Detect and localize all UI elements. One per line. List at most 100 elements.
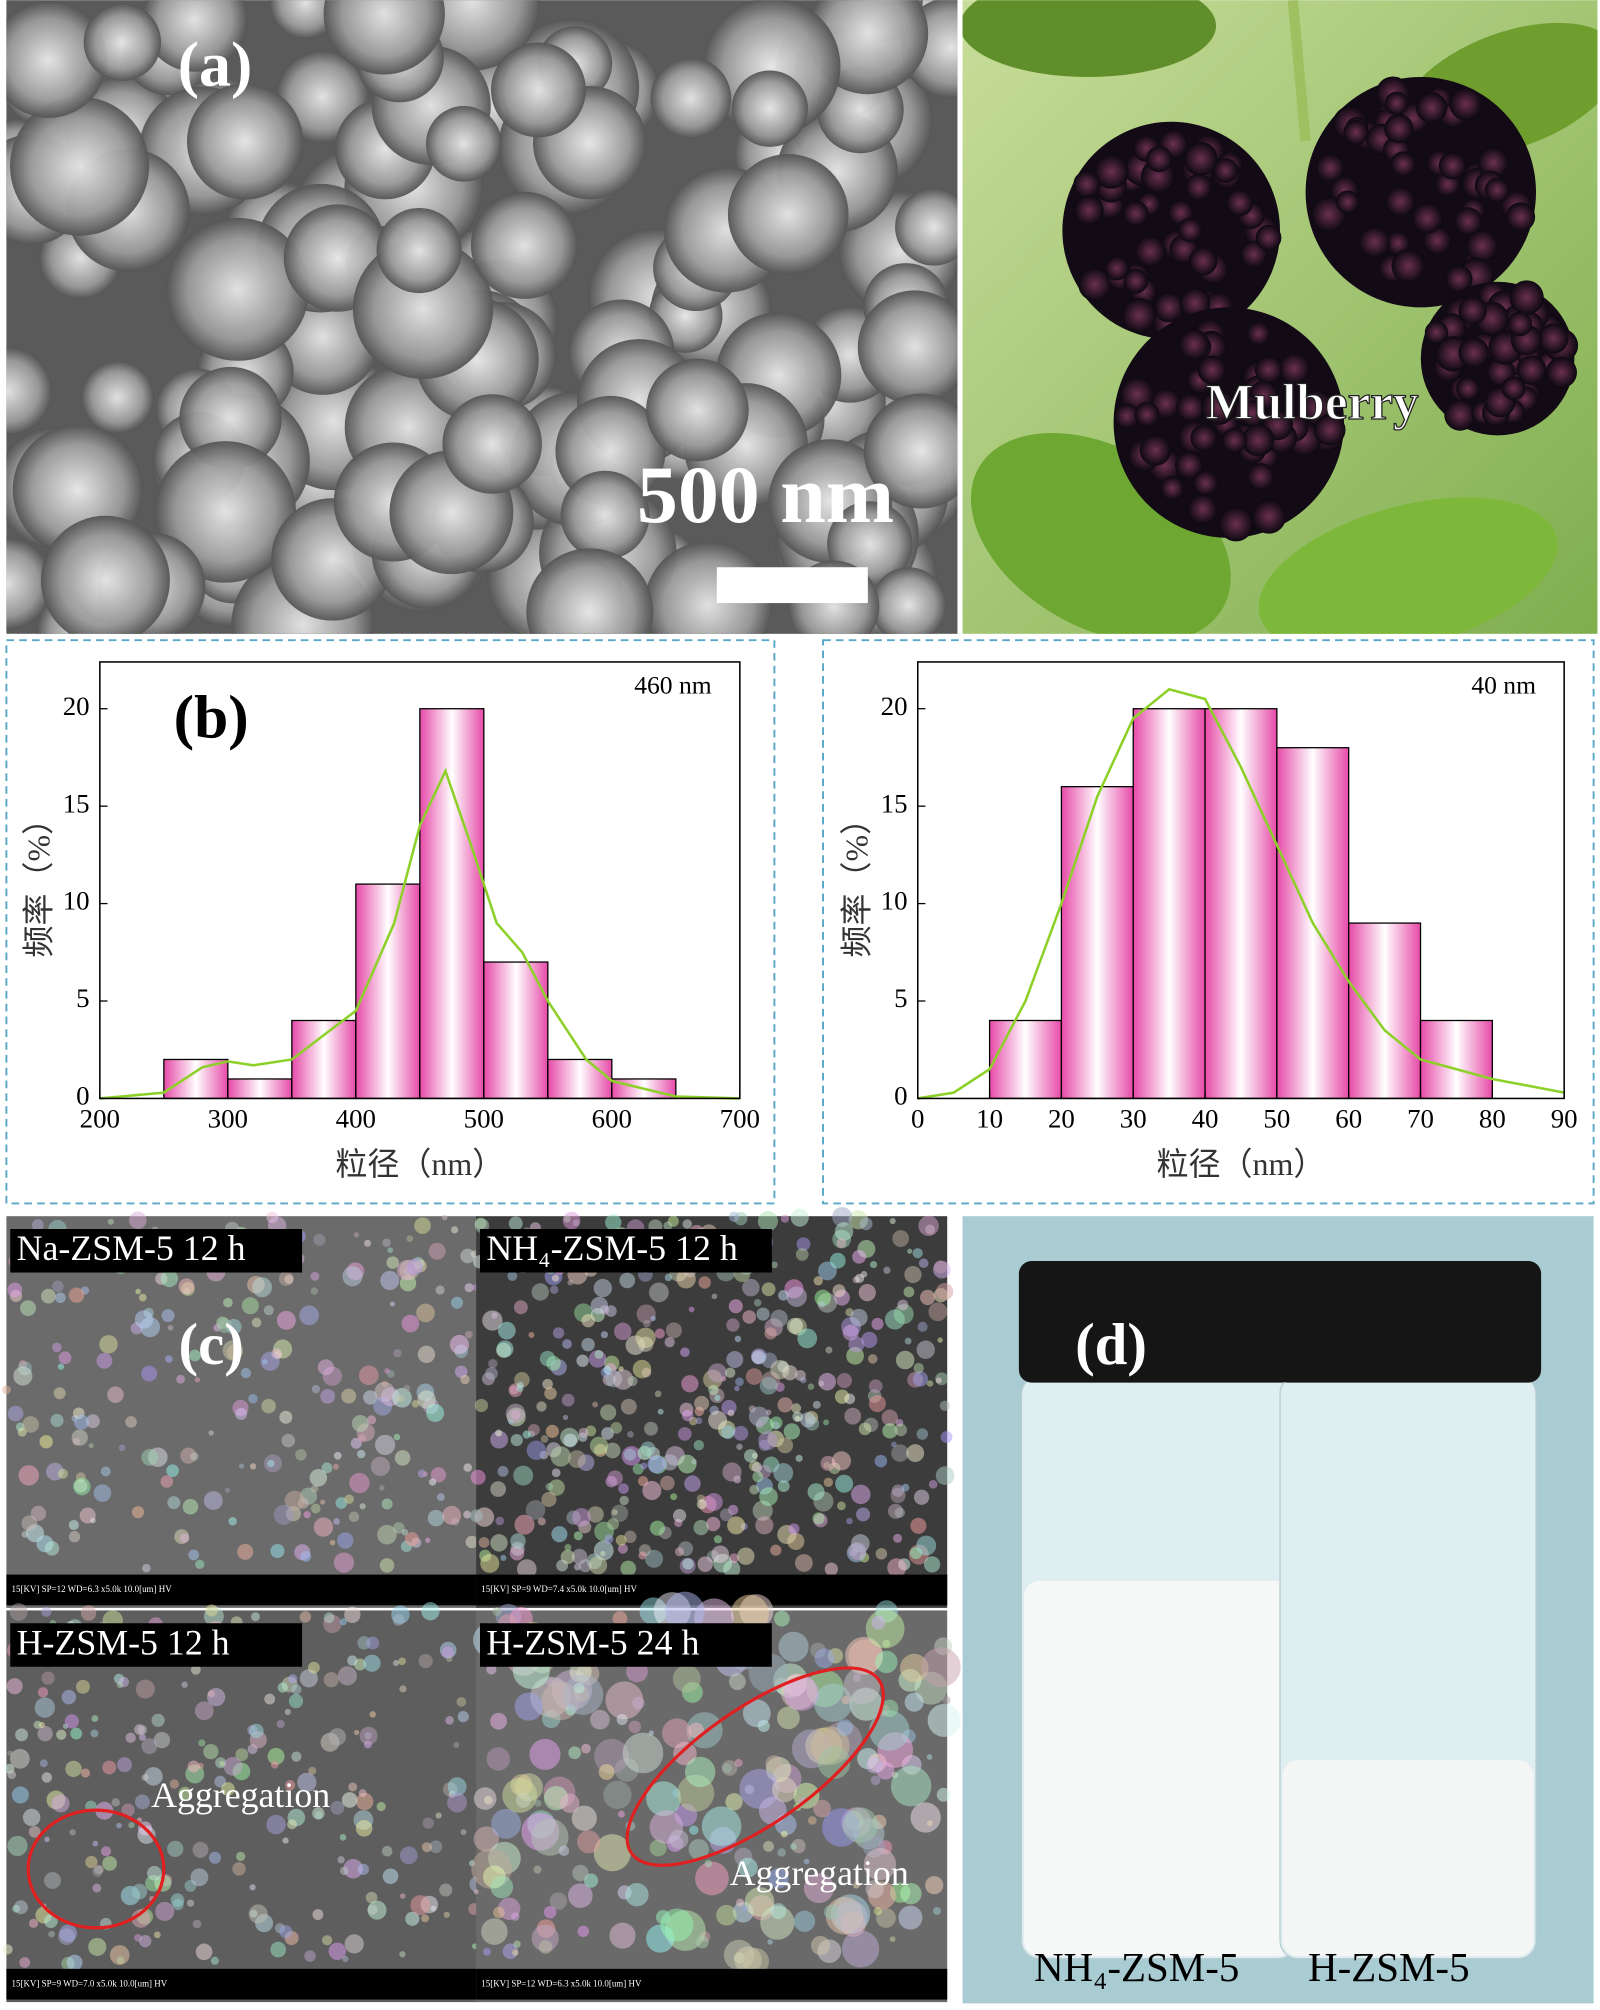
drupelet <box>1073 195 1104 226</box>
drupelet <box>1160 476 1185 501</box>
annotation: Aggregation <box>730 1853 909 1893</box>
sem-image <box>6 1610 478 2003</box>
grain <box>141 1365 158 1382</box>
grain <box>812 1400 821 1409</box>
grain <box>310 1484 319 1493</box>
drupelet <box>1183 141 1218 176</box>
grain <box>514 1692 543 1721</box>
grain <box>901 1483 910 1492</box>
particle <box>560 470 650 560</box>
grain <box>417 1345 436 1364</box>
grain <box>889 1217 896 1225</box>
grain <box>141 1738 158 1755</box>
grain <box>161 1309 175 1323</box>
drupelet <box>1241 424 1275 457</box>
drupelet <box>1254 355 1283 384</box>
grain <box>721 1425 735 1440</box>
panel-frame <box>5 639 776 1205</box>
grain <box>682 1558 694 1570</box>
grain <box>592 1401 599 1408</box>
grain <box>681 1409 694 1422</box>
drupelet <box>1104 256 1129 281</box>
grain <box>354 1729 360 1736</box>
grain <box>65 1760 82 1778</box>
y-tick-label: 0 <box>894 1081 907 1111</box>
grain <box>622 1732 664 1774</box>
grain <box>545 1424 559 1438</box>
drupelet <box>1139 434 1171 466</box>
grain <box>139 1934 152 1948</box>
grain <box>893 1533 903 1543</box>
particle <box>323 0 445 75</box>
grain <box>7 1835 28 1856</box>
drupelet <box>1477 147 1509 179</box>
drupelet <box>1255 224 1282 251</box>
drupelet <box>1188 246 1218 276</box>
grain <box>843 1667 881 1705</box>
drupelet <box>1200 389 1237 425</box>
grain <box>654 1390 662 1398</box>
grain <box>299 1669 318 1688</box>
grain <box>581 1743 591 1754</box>
grain <box>374 1434 396 1456</box>
grain <box>577 1830 601 1854</box>
drupelet <box>1123 268 1149 294</box>
grain <box>836 1373 852 1389</box>
grain <box>497 1321 516 1340</box>
grain <box>398 1657 406 1666</box>
grain <box>704 1859 713 1868</box>
grain <box>435 1285 445 1295</box>
grain <box>564 1544 572 1551</box>
grain <box>814 1289 832 1307</box>
x-axis-label: 粒径（nm） <box>335 1146 504 1182</box>
grain <box>387 1247 394 1254</box>
grain <box>403 1384 411 1392</box>
grain <box>726 1318 740 1332</box>
grain <box>248 1394 258 1404</box>
drupelet <box>1545 356 1577 389</box>
grain <box>926 1820 933 1827</box>
grain <box>910 1517 927 1534</box>
grain <box>363 1390 378 1405</box>
grain <box>249 1884 256 1891</box>
grain <box>73 1477 91 1496</box>
grain <box>228 1516 237 1526</box>
grain <box>670 1493 678 1501</box>
grain <box>936 1282 954 1301</box>
grain <box>551 1468 561 1478</box>
grain <box>588 1556 608 1575</box>
grain <box>537 1517 546 1526</box>
grain <box>895 1350 915 1370</box>
grain <box>167 1840 184 1857</box>
grain <box>7 1405 24 1422</box>
particle <box>731 70 808 147</box>
grain <box>429 1840 443 1854</box>
grain <box>74 1414 90 1430</box>
grain <box>121 1803 135 1817</box>
drupelet <box>1176 393 1205 422</box>
grain <box>192 1919 202 1929</box>
grain <box>300 1551 312 1562</box>
grain <box>589 1436 609 1455</box>
grain <box>737 1547 755 1565</box>
grain <box>897 1299 909 1311</box>
highlight <box>26 1808 166 1930</box>
grain <box>790 1843 797 1851</box>
grain <box>649 1839 667 1857</box>
grain <box>284 1779 296 1791</box>
grain <box>556 1559 569 1572</box>
drupelet <box>1114 403 1140 429</box>
grain <box>728 1211 740 1223</box>
particle <box>186 83 304 200</box>
drupelet <box>1385 231 1410 256</box>
grain <box>441 1646 454 1659</box>
particle <box>269 0 342 39</box>
vials <box>1018 1261 1542 1960</box>
grain <box>795 1248 809 1261</box>
grain <box>321 1462 333 1474</box>
grain <box>226 1344 243 1361</box>
grain <box>61 1689 77 1705</box>
grain <box>428 1242 446 1260</box>
grain <box>619 1272 636 1289</box>
